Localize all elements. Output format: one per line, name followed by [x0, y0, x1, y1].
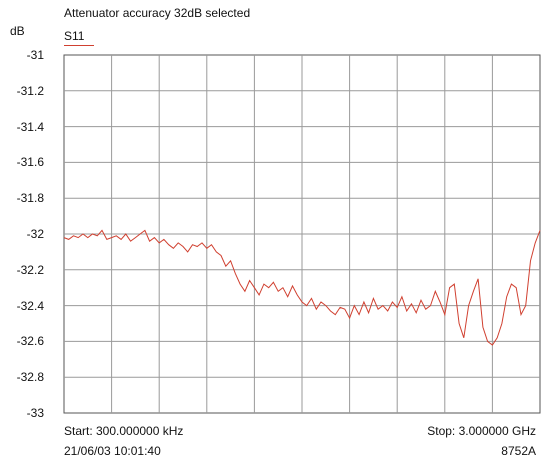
y-tick-label: -31.2 [16, 83, 44, 98]
chart-title: Attenuator accuracy 32dB selected [64, 6, 251, 20]
legend-series-swatch [64, 45, 94, 46]
y-axis-unit-label: dB [10, 24, 25, 38]
instrument-label: 8752A [501, 444, 536, 458]
start-frequency-label: Start: 300.000000 kHz [64, 424, 184, 438]
stop-frequency-label: Stop: 3.000000 GHz [427, 424, 536, 438]
timestamp-label: 21/06/03 10:01:40 [64, 444, 161, 458]
legend-series-label: S11 [64, 29, 85, 43]
y-tick-label: -31.6 [16, 155, 44, 170]
y-tick-label: -31.8 [16, 191, 44, 206]
y-tick-label: -33 [26, 406, 44, 420]
y-tick-label: -32.4 [16, 298, 44, 313]
y-tick-label: -32.8 [16, 370, 44, 385]
y-tick-label: -31 [26, 48, 44, 62]
series-line-s11 [63, 229, 541, 346]
y-tick-label: -32.2 [16, 262, 44, 277]
y-tick-label: -31.4 [16, 119, 44, 134]
y-tick-label: -32 [26, 227, 44, 241]
y-tick-label: -32.6 [16, 334, 44, 349]
